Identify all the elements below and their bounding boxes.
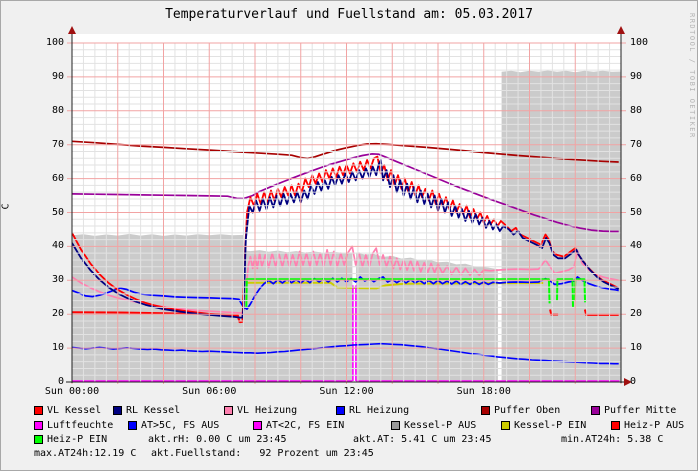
legend-swatch-rl-kessel — [113, 406, 122, 415]
y-tick-left-60: 60 — [51, 172, 64, 184]
y-tick-left-10: 10 — [51, 342, 64, 354]
legend-label-heiz-p-ein: Heiz-P EIN — [47, 434, 108, 445]
y-tick-right-20: 20 — [630, 308, 643, 320]
y-tick-right-60: 60 — [630, 172, 643, 184]
legend-swatch-kessel-p-ein — [501, 421, 510, 430]
legend-label-rl-kessel: RL Kessel — [126, 405, 181, 416]
y-tick-right-100: 100 — [630, 37, 649, 48]
legend-swatch-vl-kessel — [34, 406, 43, 415]
y-tick-left-0: 0 — [57, 376, 64, 387]
y-tick-left-30: 30 — [51, 274, 64, 286]
legend-swatch-puffer-oben — [481, 406, 490, 415]
y-tick-left-40: 40 — [51, 240, 64, 252]
stat-text-min-at24h-5-38-c: min.AT24h: 5.38 C — [561, 434, 664, 445]
legend-swatch-at-5c-fs-aus — [128, 421, 137, 430]
legend-label-vl-heizung: VL Heizung — [237, 405, 298, 416]
y-axis-label: C — [0, 203, 12, 210]
legend-label-puffer-mitte: Puffer Mitte — [604, 405, 677, 416]
stat-text-akt-at-5-41-c-um-23-45: akt.AT: 5.41 C um 23:45 — [353, 434, 492, 445]
x-tick-0: Sun 00:00 — [44, 386, 100, 397]
chart-title: Temperaturverlauf und Fuellstand am: 05.… — [165, 7, 533, 22]
y-tick-left-100: 100 — [45, 37, 64, 48]
y-tick-right-40: 40 — [630, 240, 643, 252]
y-tick-left-80: 80 — [51, 104, 64, 116]
legend-swatch-rl-heizung — [336, 406, 345, 415]
legend-swatch-heiz-p-aus — [611, 421, 620, 430]
y-tick-right-50: 50 — [630, 206, 643, 218]
legend-label-heiz-p-aus: Heiz-P AUS — [624, 420, 685, 431]
legend-swatch-vl-heizung — [224, 406, 233, 415]
stat-text-akt-fuellstand-92-prozent-um-23-45: akt.Fuellstand: 92 Prozent um 23:45 — [151, 448, 374, 459]
y-tick-right-80: 80 — [630, 104, 643, 116]
legend-label-vl-kessel: VL Kessel — [47, 405, 102, 416]
x-tick-12: Sun 12:00 — [319, 386, 374, 397]
legend-swatch-heiz-p-ein — [34, 435, 43, 444]
legend-label-kessel-p-ein: Kessel-P EIN — [514, 420, 587, 431]
y-tick-right-70: 70 — [630, 138, 643, 150]
legend-swatch-at-2c-fs-ein — [253, 421, 262, 430]
legend-swatch-kessel-p-aus — [391, 421, 400, 430]
legend-label-at-5c-fs-aus: AT>5C, FS AUS — [141, 420, 220, 431]
legend-label-puffer-oben: Puffer Oben — [494, 405, 561, 416]
stat-text-akt-rh-0-00-c-um-23-45: akt.rH: 0.00 C um 23:45 — [148, 434, 287, 445]
y-tick-left-20: 20 — [51, 308, 64, 320]
legend-label-luftfeuchte: Luftfeuchte — [47, 420, 114, 431]
rrdtool-watermark: RRDTOOL / TOBI OETIKER — [688, 13, 696, 139]
legend-swatch-luftfeuchte — [34, 421, 43, 430]
legend-label-rl-heizung: RL Heizung — [349, 405, 410, 416]
y-tick-left-90: 90 — [51, 70, 64, 82]
legend-swatch-puffer-mitte — [591, 406, 600, 415]
y-tick-right-10: 10 — [630, 342, 643, 354]
legend-label-at-2c-fs-ein: AT<2C, FS EIN — [266, 420, 345, 431]
y-tick-right-0: 0 — [630, 376, 637, 387]
stat-text-max-at24h-12-19-c: max.AT24h:12.19 C — [34, 448, 137, 459]
y-tick-right-90: 90 — [630, 70, 643, 82]
x-tick-18: Sun 18:00 — [456, 386, 511, 397]
y-tick-left-50: 50 — [51, 206, 64, 218]
y-tick-right-30: 30 — [630, 274, 643, 286]
x-tick-6: Sun 06:00 — [182, 386, 237, 397]
legend-label-kessel-p-aus: Kessel-P AUS — [404, 420, 477, 431]
y-tick-left-70: 70 — [51, 138, 64, 150]
